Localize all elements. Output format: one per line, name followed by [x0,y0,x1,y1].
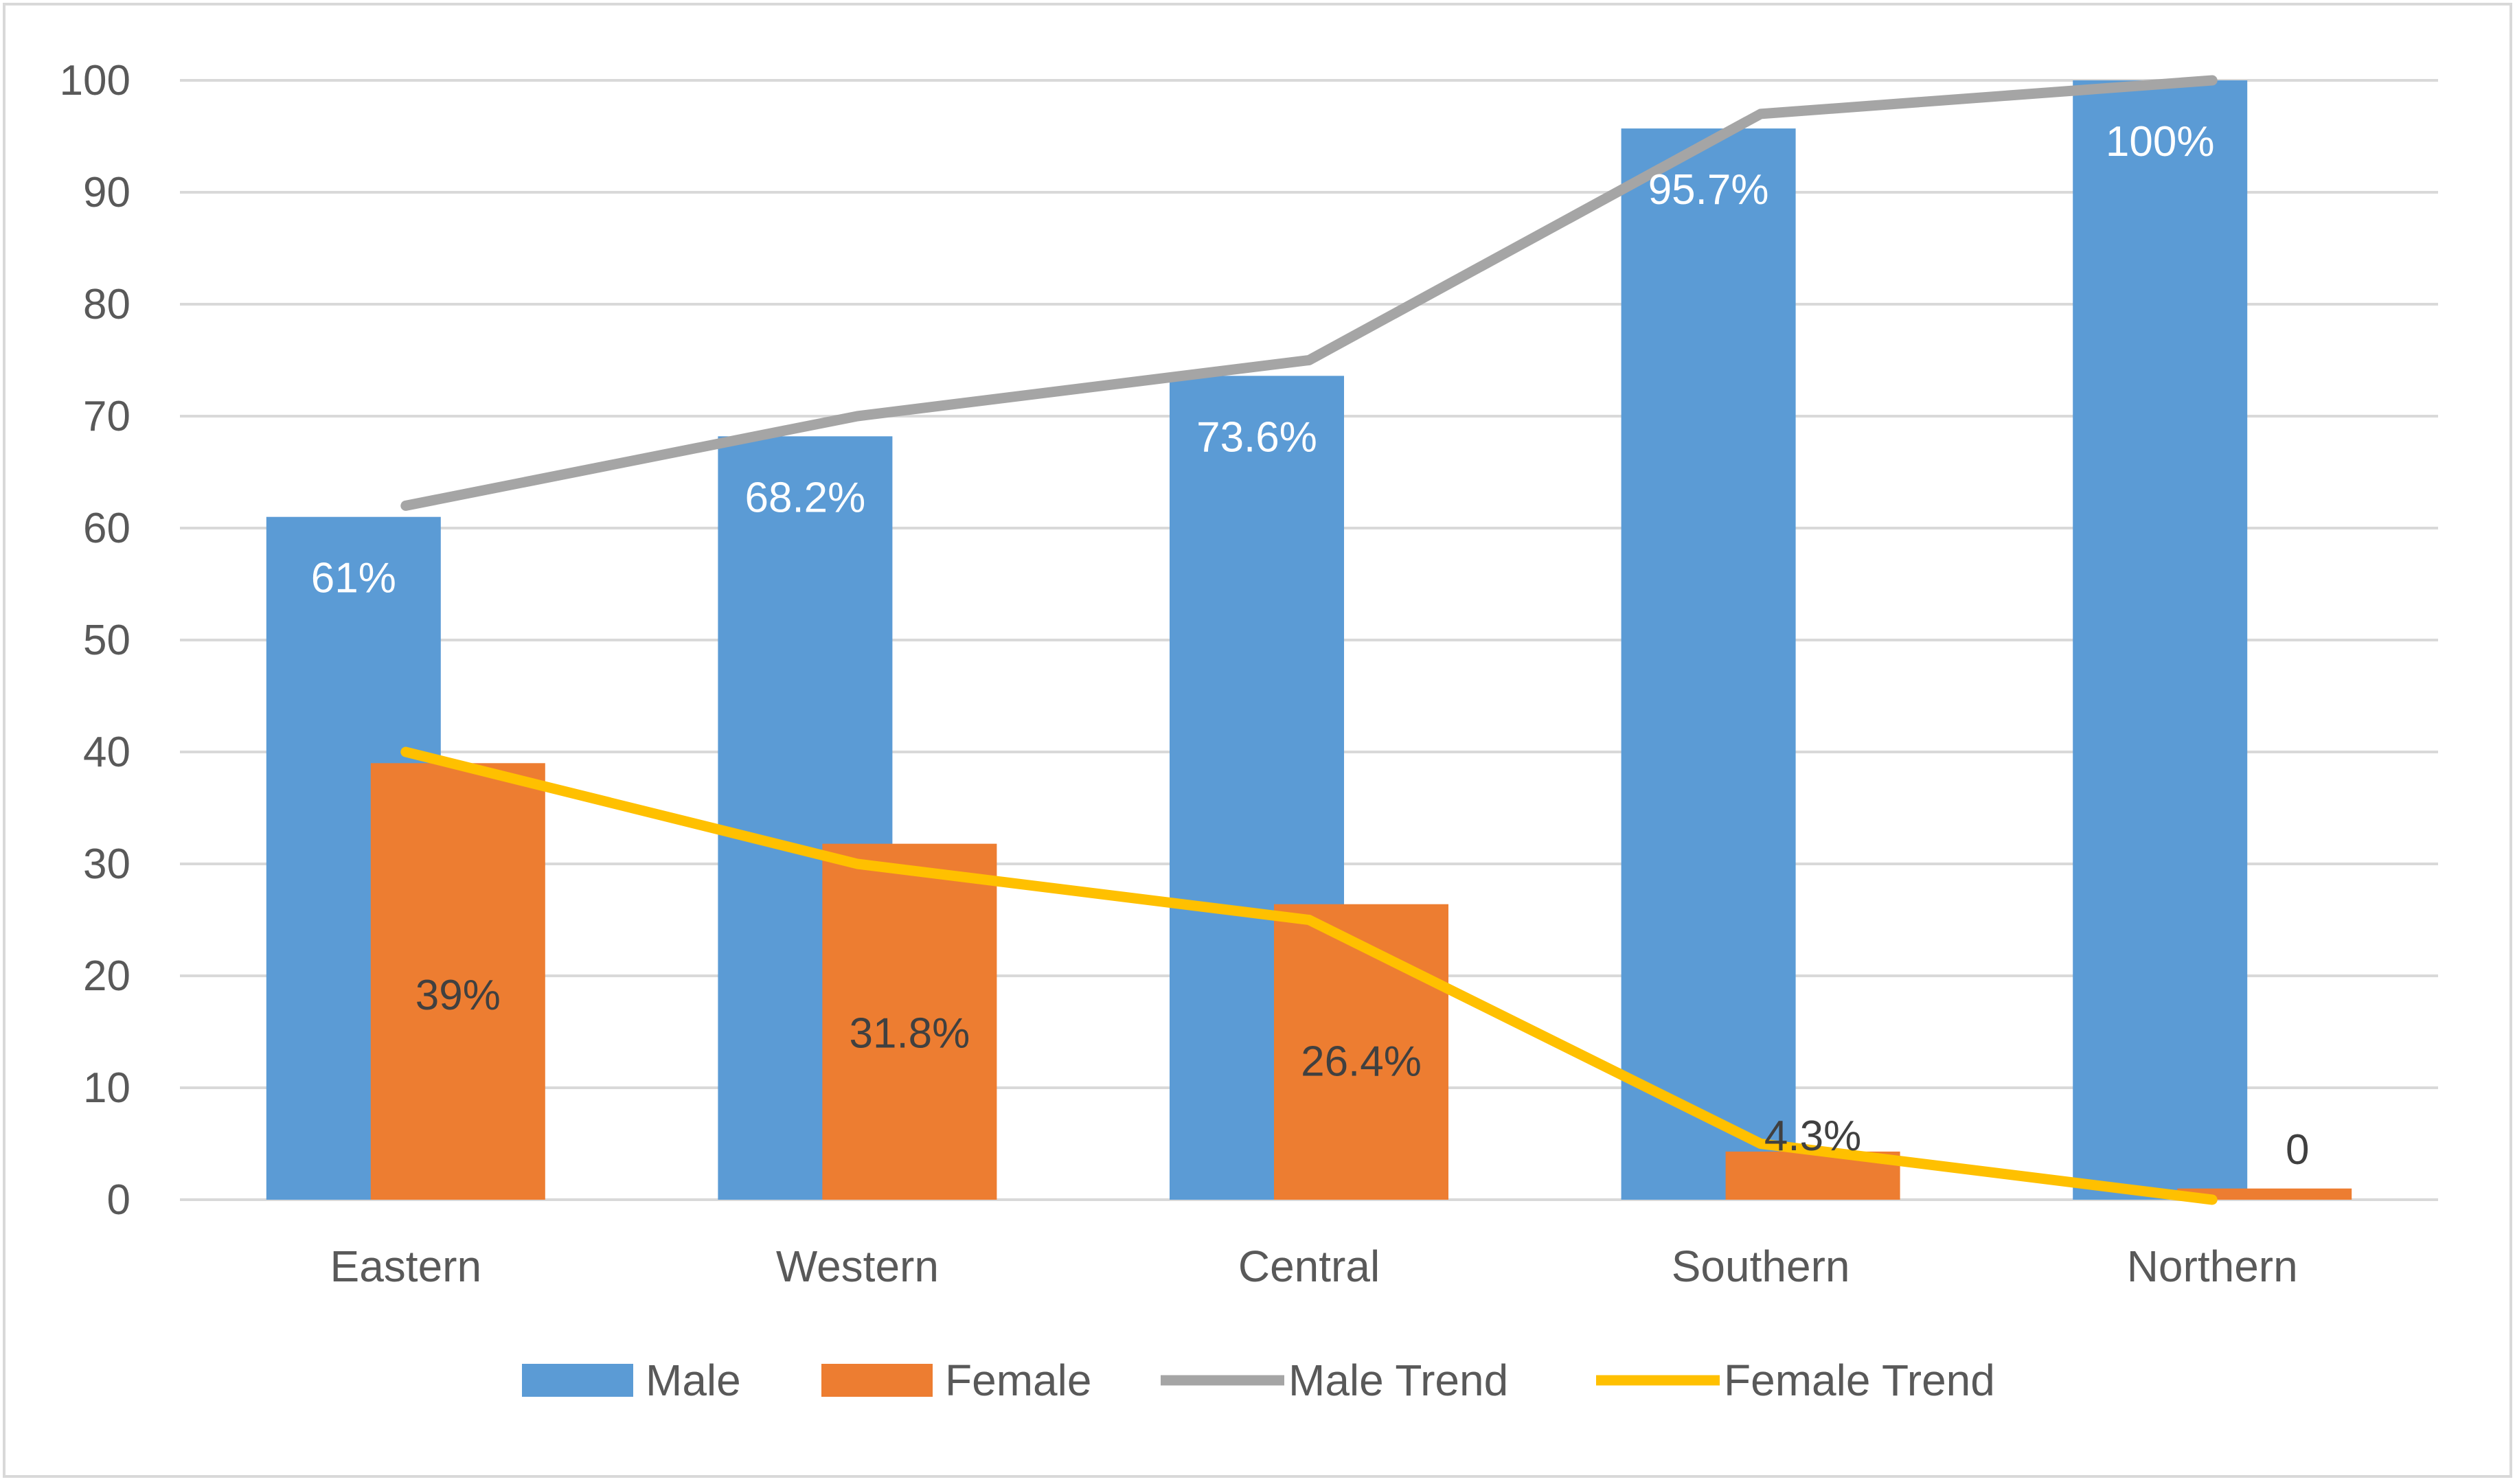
legend: Male Female Male Trend Female Trend [522,1356,1995,1405]
x-axis-ticks: Eastern Western Central Southern Northern [330,1242,2298,1291]
data-label-female: 0 [2286,1126,2309,1174]
bar-female-northern [2177,1188,2352,1200]
y-tick-label: 20 [83,952,130,1000]
y-tick-label: 0 [107,1176,130,1224]
data-label-male: 100% [2106,118,2215,165]
line-male-trend [400,75,2218,511]
bar-female-central [1274,904,1448,1200]
y-tick-label: 50 [83,617,130,664]
y-tick-label: 40 [83,729,130,776]
data-label-layer: 61% 68.2% 73.6% 95.7% 100% 39% 31.8% 26.4% 4.3% 0 [311,118,2310,1174]
x-tick-label-northern: Northern [2127,1242,2298,1291]
legend-swatch-male [522,1364,633,1397]
grid-layer [180,79,2438,1201]
y-tick-label: 30 [83,841,130,888]
x-tick-label-western: Western [776,1242,939,1291]
bar-male-southern [1621,128,1796,1200]
x-tick-label-southern: Southern [1672,1242,1850,1291]
y-tick-label: 90 [83,169,130,216]
y-tick-label: 70 [83,393,130,440]
trend-line-layer [400,75,2218,1205]
data-label-male: 68.2% [744,474,865,521]
data-label-male: 95.7% [1648,166,1769,214]
legend-label-female-trend: Female Trend [1724,1356,1995,1405]
legend-swatch-female [821,1364,933,1397]
bar-female-eastern [370,763,545,1200]
data-label-female: 4.3% [1764,1112,1861,1160]
x-tick-label-central: Central [1238,1242,1380,1291]
data-label-female: 31.8% [849,1009,970,1057]
line-female-trend [400,746,2218,1205]
y-tick-label: 80 [83,281,130,328]
y-tick-label: 100 [60,57,130,104]
y-tick-label: 10 [83,1064,130,1112]
bar-male-northern [2073,80,2248,1200]
x-tick-label-eastern: Eastern [330,1242,482,1291]
data-label-female: 39% [416,972,501,1019]
legend-label-male-trend: Male Trend [1288,1356,1508,1405]
data-label-male: 73.6% [1196,413,1317,461]
legend-label-male: Male [646,1356,741,1405]
legend-label-female: Female [945,1356,1091,1405]
bar-female-western [822,843,997,1200]
data-label-female: 26.4% [1301,1038,1422,1086]
y-tick-label: 60 [83,505,130,552]
y-axis-ticks: 0 10 20 30 40 50 60 70 80 90 100 [60,57,130,1224]
data-label-male: 61% [311,555,396,602]
